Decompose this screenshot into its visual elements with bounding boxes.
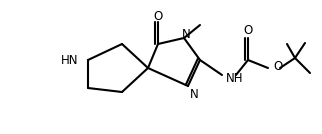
Text: HN: HN [61,53,78,66]
Text: N: N [190,88,198,100]
Text: O: O [153,10,163,23]
Text: N: N [182,27,190,40]
Text: O: O [273,59,282,72]
Text: O: O [243,25,253,38]
Text: NH: NH [226,72,243,85]
